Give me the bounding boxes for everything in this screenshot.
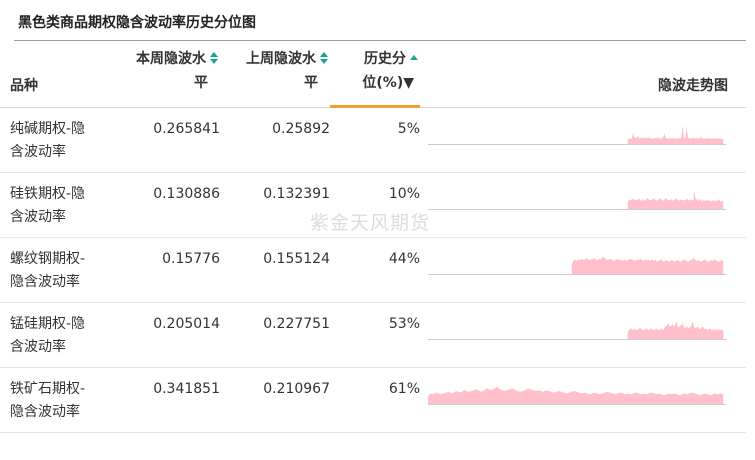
sparkline-area — [627, 126, 724, 144]
table-row: 螺纹钢期权- 隐含波动率 0.15776 0.155124 44% — [0, 237, 746, 302]
row-this-week: 0.341851 — [153, 380, 220, 397]
row-this-week: 0.15776 — [162, 250, 220, 267]
sparkline-chart — [428, 191, 726, 210]
active-sort-indicator — [330, 104, 420, 108]
column-header-percentile[interactable]: 历史分 位(%)▼ — [330, 41, 420, 108]
row-percentile: 61% — [388, 380, 420, 397]
row-name: 螺纹钢期权- 隐含波动率 — [10, 250, 86, 290]
table-row: 锰硅期权-隐 含波动率 0.205014 0.227751 53% — [0, 302, 746, 367]
sort-asc-icon[interactable] — [410, 51, 420, 65]
row-sparkline-cell — [420, 107, 746, 172]
row-this-week: 0.205014 — [153, 315, 220, 332]
sparkline-chart — [428, 386, 726, 405]
table-row: 纯碱期权-隐 含波动率 0.265841 0.25892 5% — [0, 107, 746, 172]
row-percentile: 53% — [388, 315, 420, 332]
row-this-week: 0.265841 — [153, 120, 220, 137]
volatility-table: 品种 本周隐波水 平 上周隐波水 平 历史分 位(%)▼ 隐波走势图 纯碱期权-… — [0, 41, 746, 433]
row-name: 硅铁期权-隐 含波动率 — [10, 185, 86, 225]
sort-icon[interactable] — [210, 51, 220, 65]
row-last-week: 0.25892 — [272, 120, 330, 137]
sparkline-chart — [428, 126, 726, 145]
row-sparkline-cell — [420, 237, 746, 302]
page-title: 黑色类商品期权隐含波动率历史分位图 — [18, 15, 256, 31]
row-name: 纯碱期权-隐 含波动率 — [10, 120, 86, 160]
sparkline-chart — [428, 256, 726, 275]
table-header-row: 品种 本周隐波水 平 上周隐波水 平 历史分 位(%)▼ 隐波走势图 — [0, 41, 746, 108]
table-row: 铁矿石期权- 隐含波动率 0.341851 0.210967 61% — [0, 367, 746, 432]
sparkline-area — [627, 191, 724, 209]
column-header-name: 品种 — [0, 41, 110, 108]
row-last-week: 0.155124 — [263, 250, 330, 267]
sparkline-area — [627, 321, 724, 339]
row-last-week: 0.210967 — [263, 380, 330, 397]
sparkline-area — [428, 386, 724, 404]
row-sparkline-cell — [420, 367, 746, 432]
row-percentile: 44% — [388, 250, 420, 267]
title-divider — [14, 40, 746, 41]
sort-icon[interactable] — [320, 51, 330, 65]
column-header-trend: 隐波走势图 — [420, 41, 746, 108]
row-last-week: 0.227751 — [263, 315, 330, 332]
table-row: 硅铁期权-隐 含波动率 0.130886 0.132391 10% — [0, 172, 746, 237]
row-name: 铁矿石期权- 隐含波动率 — [10, 380, 86, 420]
column-header-last-week[interactable]: 上周隐波水 平 — [220, 41, 330, 108]
row-percentile: 5% — [397, 120, 420, 137]
row-name: 锰硅期权-隐 含波动率 — [10, 315, 86, 355]
row-this-week: 0.130886 — [153, 185, 220, 202]
row-sparkline-cell — [420, 172, 746, 237]
row-last-week: 0.132391 — [263, 185, 330, 202]
column-header-this-week[interactable]: 本周隐波水 平 — [110, 41, 220, 108]
sparkline-area — [571, 256, 724, 274]
row-percentile: 10% — [388, 185, 420, 202]
sparkline-chart — [428, 321, 726, 340]
row-sparkline-cell — [420, 302, 746, 367]
